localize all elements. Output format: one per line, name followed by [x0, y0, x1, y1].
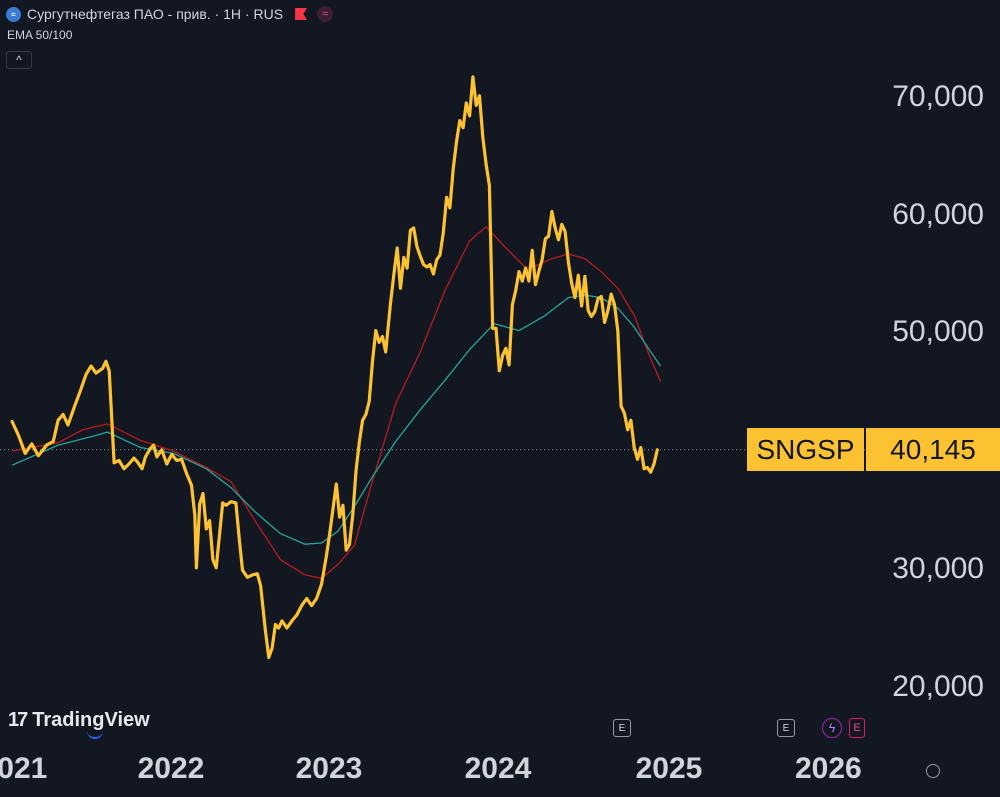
tv-logo-icon: 17	[8, 709, 28, 731]
x-tick-label: 2026	[795, 752, 862, 785]
chevron-up-icon: ^	[16, 53, 22, 67]
collapse-button[interactable]: ^	[6, 51, 32, 69]
company-logo-icon: ≈	[6, 6, 21, 22]
price-line	[10, 75, 659, 660]
x-tick-label: 2024	[464, 752, 532, 785]
settings-icon[interactable]	[926, 764, 940, 778]
last-price-tag: 40,145	[866, 428, 1000, 471]
watermark-text: TradingView	[32, 709, 150, 731]
chart-header: ≈ Сургутнефтегаз ПАО - прив. · 1H · RUS …	[6, 4, 334, 24]
dividend-event-icon[interactable]: E	[849, 718, 865, 738]
smile-icon	[87, 727, 103, 739]
y-tick-label: 60,000	[892, 198, 984, 231]
y-tick-label: 50,000	[892, 315, 984, 348]
y-tick-label: 20,000	[892, 670, 984, 703]
symbol-price-tag: SNGSP	[747, 428, 864, 471]
x-tick-label: 2021	[0, 752, 48, 785]
flash-icon[interactable]: ϟ	[822, 718, 842, 738]
x-tick-label: 2022	[137, 752, 205, 785]
ema100-line	[11, 225, 662, 580]
ema50-line	[11, 294, 662, 545]
earnings-event-icon[interactable]: E	[613, 719, 631, 737]
tradingview-watermark[interactable]: 17 TradingView	[8, 709, 150, 732]
x-tick-label: 2023	[295, 752, 363, 785]
wave-icon[interactable]: ≈	[317, 6, 334, 22]
indicator-label[interactable]: EMA 50/100	[7, 28, 73, 42]
y-tick-label: 70,000	[892, 80, 984, 113]
earnings-event-icon[interactable]: E	[777, 719, 795, 737]
y-tick-label: 30,000	[892, 552, 984, 585]
x-tick-label: 2025	[635, 752, 703, 785]
chart-title[interactable]: Сургутнефтегаз ПАО - прив. · 1H · RUS	[27, 6, 284, 22]
flag-icon[interactable]	[295, 8, 308, 20]
